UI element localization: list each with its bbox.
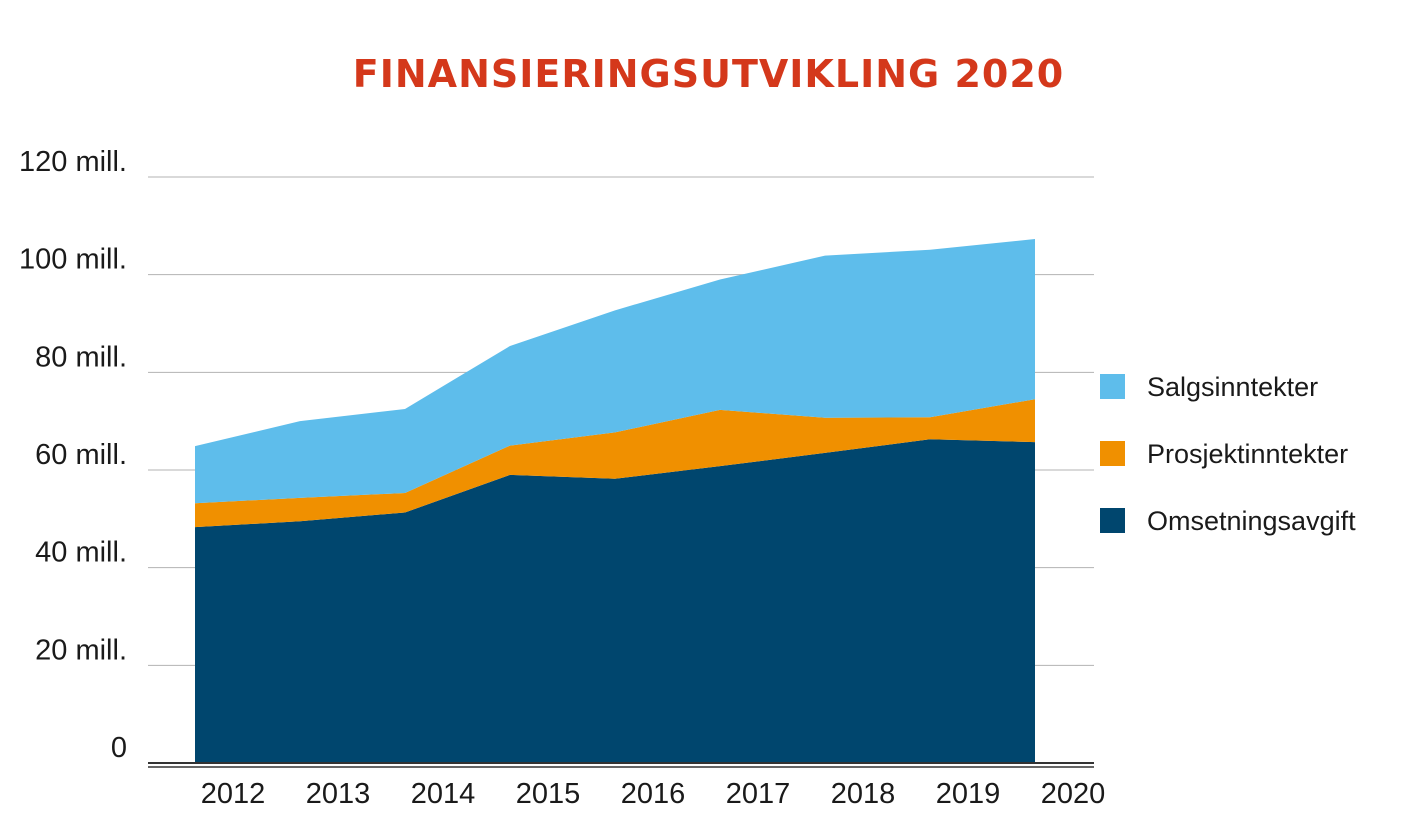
legend-item-salgsinntekter: Salgsinntekter xyxy=(1100,372,1318,402)
area-salgsinntekter xyxy=(195,239,1035,504)
area-prosjektinntekter xyxy=(195,399,1035,528)
x-tick-label-2019: 2019 xyxy=(936,778,1001,810)
legend-item-prosjektinntekter: Prosjektinntekter xyxy=(1100,439,1348,469)
legend: Salgsinntekter Prosjektinntekter Omsetning… xyxy=(1100,372,1356,536)
legend-swatch-prosjektinntekter xyxy=(1100,441,1125,466)
x-tick-label-2018: 2018 xyxy=(831,778,896,810)
x-axis-ticks: 2012 2013 2014 2015 2016 2017 2018 2019 2020 xyxy=(201,778,1106,810)
legend-swatch-omsetningsavgift xyxy=(1100,508,1125,533)
y-tick-label-100: 100 mill. xyxy=(19,244,127,276)
legend-label-salgsinntekter: Salgsinntekter xyxy=(1147,372,1318,402)
legend-label-prosjektinntekter: Prosjektinntekter xyxy=(1147,439,1348,469)
x-tick-label-2012: 2012 xyxy=(201,778,266,810)
x-tick-label-2020: 2020 xyxy=(1041,778,1106,810)
y-tick-label-20: 20 mill. xyxy=(35,634,127,666)
y-tick-label-40: 40 mill. xyxy=(35,537,127,569)
x-tick-label-2015: 2015 xyxy=(516,778,581,810)
legend-swatch-salgsinntekter xyxy=(1100,374,1125,399)
x-tick-label-2014: 2014 xyxy=(411,778,476,810)
y-tick-label-80: 80 mill. xyxy=(35,341,127,373)
y-tick-label-0: 0 xyxy=(111,732,127,764)
x-tick-label-2016: 2016 xyxy=(621,778,686,810)
x-axis-line xyxy=(148,762,1094,768)
y-tick-label-120: 120 mill. xyxy=(19,146,127,178)
chart-title: FINANSIERINGSUTVIKLING 2020 xyxy=(352,52,1065,96)
x-tick-label-2017: 2017 xyxy=(726,778,791,810)
x-tick-label-2013: 2013 xyxy=(306,778,371,810)
legend-label-omsetningsavgift: Omsetningsavgift xyxy=(1147,506,1356,536)
area-omsetningsavgift xyxy=(195,439,1035,763)
legend-item-omsetningsavgift: Omsetningsavgift xyxy=(1100,506,1356,536)
y-axis-ticks: 0 20 mill. 40 mill. 60 mill. 80 mill. 100 mil… xyxy=(19,146,127,764)
y-tick-label-60: 60 mill. xyxy=(35,439,127,471)
area-series xyxy=(195,239,1035,763)
